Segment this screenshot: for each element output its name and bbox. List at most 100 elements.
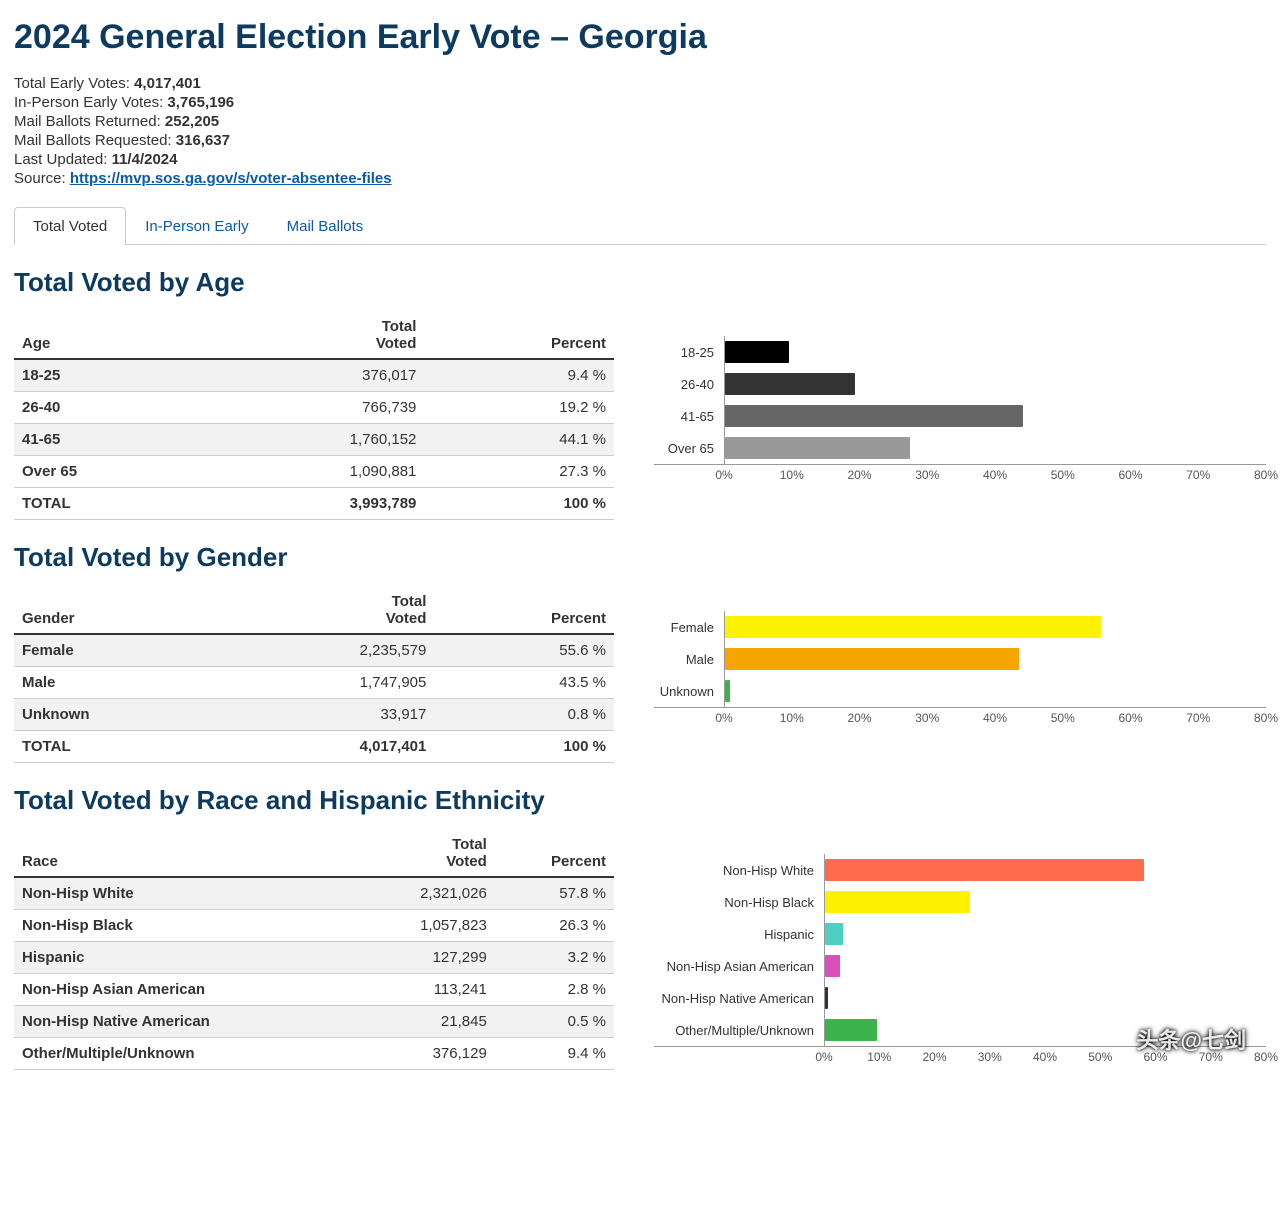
row-pct: 43.5 % (434, 667, 614, 699)
row-voted: 376,017 (204, 359, 425, 392)
chart-bar (825, 987, 828, 1009)
summary-value: 3,765,196 (167, 94, 234, 111)
axis-tick: 80% (1254, 711, 1278, 725)
col-header: Age (14, 312, 204, 359)
chart-bar-label: Male (654, 652, 724, 667)
summary-label: Last Updated: (14, 151, 107, 168)
row-pct: 3.2 % (495, 942, 614, 974)
axis-tick: 30% (915, 468, 939, 482)
row-label: Hispanic (14, 942, 356, 974)
table-total-row: TOTAL4,017,401100 % (14, 731, 614, 763)
axis-tick: 0% (715, 711, 732, 725)
table-row: 26-40 766,739 19.2 % (14, 392, 614, 424)
table-row: 41-65 1,760,152 44.1 % (14, 424, 614, 456)
row-pct: 57.8 % (495, 877, 614, 910)
chart-bar (725, 648, 1019, 670)
col-header: Percent (434, 587, 614, 634)
table-row: Other/Multiple/Unknown 376,129 9.4 % (14, 1038, 614, 1070)
row-voted: 113,241 (356, 974, 495, 1006)
col-header: TotalVoted (225, 587, 434, 634)
chart-bar (825, 1019, 877, 1041)
row-label: 26-40 (14, 392, 204, 424)
chart-bar (725, 437, 910, 459)
summary-block: Total Early Votes: 4,017,401 In-Person E… (14, 75, 1266, 187)
chart-bar (825, 859, 1144, 881)
axis-tick: 10% (867, 1050, 891, 1064)
summary-value: 252,205 (165, 113, 219, 130)
chart-bar (825, 923, 843, 945)
chart-bar (725, 341, 789, 363)
row-voted: 1,057,823 (356, 910, 495, 942)
age-table: Age TotalVoted Percent 18-25 376,017 9.4… (14, 312, 614, 520)
axis-tick: 50% (1051, 468, 1075, 482)
table-row: Hispanic 127,299 3.2 % (14, 942, 614, 974)
axis-tick: 70% (1199, 1050, 1223, 1064)
row-voted: 766,739 (204, 392, 425, 424)
axis-tick: 30% (915, 711, 939, 725)
axis-tick: 20% (847, 711, 871, 725)
table-row: Unknown 33,917 0.8 % (14, 699, 614, 731)
axis-tick: 40% (1033, 1050, 1057, 1064)
table-row: Male 1,747,905 43.5 % (14, 667, 614, 699)
chart-bar-label: Non-Hisp White (654, 863, 824, 878)
col-header: TotalVoted (356, 830, 495, 877)
row-label: Other/Multiple/Unknown (14, 1038, 356, 1070)
row-voted: 21,845 (356, 1006, 495, 1038)
table-row: Non-Hisp White 2,321,026 57.8 % (14, 877, 614, 910)
axis-tick: 50% (1088, 1050, 1112, 1064)
source-link[interactable]: https://mvp.sos.ga.gov/s/voter-absentee-… (70, 170, 392, 187)
table-row: 18-25 376,017 9.4 % (14, 359, 614, 392)
chart-bar-label: 41-65 (654, 409, 724, 424)
row-pct: 55.6 % (434, 634, 614, 667)
axis-tick: 60% (1143, 1050, 1167, 1064)
row-label: Over 65 (14, 456, 204, 488)
row-voted: 1,090,881 (204, 456, 425, 488)
section-title-age: Total Voted by Age (14, 267, 1266, 298)
chart-bar (825, 955, 840, 977)
row-voted: 1,760,152 (204, 424, 425, 456)
axis-tick: 20% (847, 468, 871, 482)
row-voted: 127,299 (356, 942, 495, 974)
chart-bar (825, 891, 970, 913)
tabs: Total Voted In-Person Early Mail Ballots (14, 207, 1266, 245)
summary-value: 316,637 (176, 132, 230, 149)
row-label: 18-25 (14, 359, 204, 392)
axis-tick: 60% (1118, 711, 1142, 725)
axis-tick: 20% (922, 1050, 946, 1064)
row-label: Non-Hisp Black (14, 910, 356, 942)
chart-bar-label: 26-40 (654, 377, 724, 392)
row-label: Non-Hisp Native American (14, 1006, 356, 1038)
table-row: Non-Hisp Asian American 113,241 2.8 % (14, 974, 614, 1006)
row-voted: 1,747,905 (225, 667, 434, 699)
axis-tick: 0% (715, 468, 732, 482)
tab-in-person[interactable]: In-Person Early (126, 207, 267, 245)
table-row: Non-Hisp Black 1,057,823 26.3 % (14, 910, 614, 942)
row-label: Non-Hisp Asian American (14, 974, 356, 1006)
axis-tick: 10% (780, 468, 804, 482)
tab-total-voted[interactable]: Total Voted (14, 207, 126, 245)
chart-bar-label: Unknown (654, 684, 724, 699)
row-pct: 26.3 % (495, 910, 614, 942)
col-header: Gender (14, 587, 225, 634)
row-pct: 44.1 % (424, 424, 614, 456)
row-pct: 19.2 % (424, 392, 614, 424)
chart-bar (725, 373, 855, 395)
row-pct: 0.8 % (434, 699, 614, 731)
summary-value: 4,017,401 (134, 75, 201, 92)
summary-label: Source: (14, 170, 66, 187)
chart-bar (725, 405, 1023, 427)
row-voted: 2,321,026 (356, 877, 495, 910)
tab-mail-ballots[interactable]: Mail Ballots (268, 207, 383, 245)
row-label: Male (14, 667, 225, 699)
row-label: Female (14, 634, 225, 667)
table-total-row: TOTAL3,993,789100 % (14, 488, 614, 520)
section-title-race: Total Voted by Race and Hispanic Ethnici… (14, 785, 1266, 816)
chart-bar-label: Non-Hisp Black (654, 895, 824, 910)
row-voted: 2,235,579 (225, 634, 434, 667)
axis-tick: 80% (1254, 468, 1278, 482)
table-row: Female 2,235,579 55.6 % (14, 634, 614, 667)
summary-label: Mail Ballots Requested: (14, 132, 172, 149)
col-header: Percent (424, 312, 614, 359)
summary-label: Total Early Votes: (14, 75, 130, 92)
axis-tick: 60% (1118, 468, 1142, 482)
